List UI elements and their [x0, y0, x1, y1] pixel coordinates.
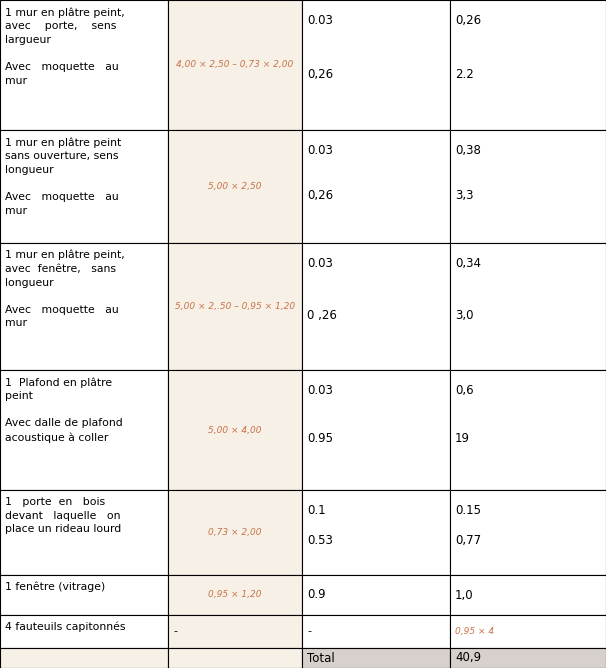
Text: 1 mur en plâtre peint,
avec    porte,    sens
largueur

Avec   moquette   au
mur: 1 mur en plâtre peint, avec porte, sens … — [5, 7, 125, 86]
Bar — [302, 615, 450, 648]
Bar — [0, 575, 168, 615]
Text: 5,00 × 2,.50 – 0,95 × 1,20: 5,00 × 2,.50 – 0,95 × 1,20 — [175, 302, 295, 311]
Text: 0,6: 0,6 — [455, 384, 474, 397]
Text: 19: 19 — [455, 432, 470, 446]
Text: 1 mur en plâtre peint
sans ouverture, sens
longueur

Avec   moquette   au
mur: 1 mur en plâtre peint sans ouverture, se… — [5, 137, 121, 216]
Bar — [302, 130, 450, 243]
Text: 3,0: 3,0 — [455, 309, 473, 322]
Bar — [450, 130, 606, 243]
Bar — [450, 575, 606, 615]
Bar — [450, 490, 606, 575]
Bar — [302, 243, 450, 370]
Bar — [0, 243, 168, 370]
Text: 0.03: 0.03 — [307, 257, 333, 270]
Text: 0,38: 0,38 — [455, 144, 481, 157]
Text: 1   porte  en   bois
devant   laquelle   on
place un rideau lourd: 1 porte en bois devant laquelle on place… — [5, 497, 121, 534]
Bar — [168, 648, 302, 668]
Bar — [168, 243, 302, 370]
Text: 1 fenêtre (vitrage): 1 fenêtre (vitrage) — [5, 582, 105, 593]
Text: 5,00 × 2,50: 5,00 × 2,50 — [208, 182, 262, 191]
Text: 4,00 × 2,50 – 0,73 × 2,00: 4,00 × 2,50 – 0,73 × 2,00 — [176, 61, 294, 69]
Text: 0.1: 0.1 — [307, 504, 325, 517]
Text: 40,9: 40,9 — [455, 651, 481, 665]
Bar — [0, 130, 168, 243]
Text: 0.03: 0.03 — [307, 144, 333, 157]
Bar — [0, 615, 168, 648]
Bar — [450, 243, 606, 370]
Text: 0,26: 0,26 — [455, 14, 481, 27]
Bar — [168, 490, 302, 575]
Bar — [450, 648, 606, 668]
Text: 0,26: 0,26 — [307, 67, 333, 81]
Bar — [168, 0, 302, 130]
Bar — [168, 575, 302, 615]
Bar — [168, 370, 302, 490]
Bar — [302, 370, 450, 490]
Text: 2.2: 2.2 — [455, 67, 474, 81]
Text: 0,95 × 4: 0,95 × 4 — [455, 627, 494, 636]
Bar — [168, 615, 302, 648]
Text: 0.9: 0.9 — [307, 589, 325, 601]
Text: 0,73 × 2,00: 0,73 × 2,00 — [208, 528, 262, 537]
Text: 0,95 × 1,20: 0,95 × 1,20 — [208, 591, 262, 599]
Bar — [302, 575, 450, 615]
Text: 1,0: 1,0 — [455, 589, 474, 601]
Text: 4 fauteuils capitonnés: 4 fauteuils capitonnés — [5, 622, 125, 633]
Bar — [0, 490, 168, 575]
Text: 3,3: 3,3 — [455, 189, 473, 202]
Text: Total: Total — [307, 651, 335, 665]
Text: 0,34: 0,34 — [455, 257, 481, 270]
Text: 0 ,26: 0 ,26 — [307, 309, 337, 322]
Text: 1 mur en plâtre peint,
avec  fenêtre,   sans
longueur

Avec   moquette   au
mur: 1 mur en plâtre peint, avec fenêtre, san… — [5, 250, 125, 329]
Bar — [0, 648, 168, 668]
Bar — [302, 490, 450, 575]
Text: 0.15: 0.15 — [455, 504, 481, 517]
Text: 0,26: 0,26 — [307, 189, 333, 202]
Text: 0.03: 0.03 — [307, 14, 333, 27]
Text: 0,77: 0,77 — [455, 534, 481, 547]
Bar — [302, 0, 450, 130]
Bar — [450, 370, 606, 490]
Bar — [0, 0, 168, 130]
Text: -: - — [307, 627, 311, 637]
Text: 1  Plafond en plâtre
peint

Avec dalle de plafond
acoustique à coller: 1 Plafond en plâtre peint Avec dalle de … — [5, 377, 123, 443]
Bar — [450, 0, 606, 130]
Bar — [302, 648, 450, 668]
Bar — [450, 615, 606, 648]
Text: 5,00 × 4,00: 5,00 × 4,00 — [208, 426, 262, 434]
Text: 0.03: 0.03 — [307, 384, 333, 397]
Text: -: - — [173, 627, 177, 637]
Bar — [168, 130, 302, 243]
Text: 0.95: 0.95 — [307, 432, 333, 446]
Text: 0.53: 0.53 — [307, 534, 333, 547]
Bar — [0, 370, 168, 490]
